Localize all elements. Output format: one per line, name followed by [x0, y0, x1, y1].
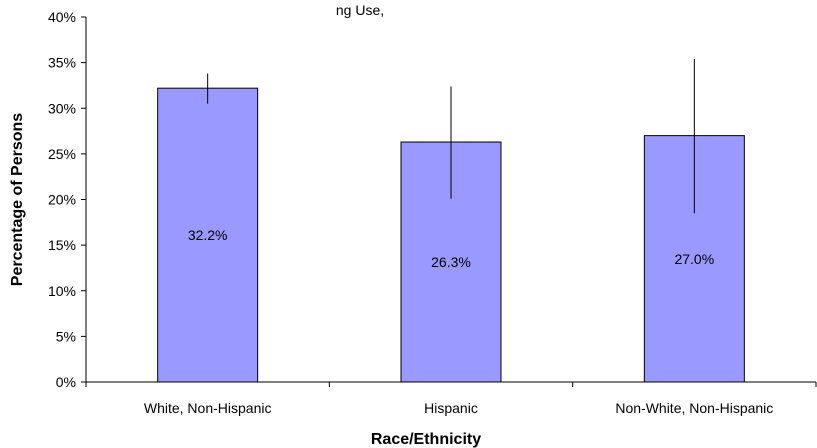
- y-tick-label: 20%: [48, 192, 76, 208]
- x-axis-title: Race/Ethnicity: [371, 431, 481, 448]
- y-tick-label: 40%: [48, 9, 76, 25]
- y-tick-label: 30%: [48, 100, 76, 116]
- y-axis-title: Percentage of Persons: [9, 113, 26, 287]
- y-tick-label: 35%: [48, 55, 76, 71]
- y-tick-label: 5%: [56, 328, 76, 344]
- x-tick-label: Hispanic: [424, 400, 478, 416]
- bar: [157, 87, 259, 383]
- x-tick-label: White, Non-Hispanic: [144, 400, 272, 416]
- chart-title: ng Use,: [336, 2, 384, 18]
- x-axis-ticks: White, Non-Hispanic Hispanic Non-White, No…: [85, 382, 817, 416]
- x-tick-label: Non-White, Non-Hispanic: [615, 400, 773, 416]
- bar-value-label: 27.0%: [674, 251, 714, 267]
- y-tick-label: 10%: [48, 283, 76, 299]
- bar-value-label: 26.3%: [431, 254, 471, 270]
- y-tick-label: 0%: [56, 374, 76, 390]
- y-tick-label: 15%: [48, 237, 76, 253]
- bars: 32.2% 26.3% 27.0%: [157, 58, 745, 383]
- bar-value-label: 32.2%: [188, 227, 228, 243]
- y-tick-label: 25%: [48, 146, 76, 162]
- y-axis-ticks: 0% 5% 10% 15% 20% 25% 30% 35% 40%: [48, 9, 86, 390]
